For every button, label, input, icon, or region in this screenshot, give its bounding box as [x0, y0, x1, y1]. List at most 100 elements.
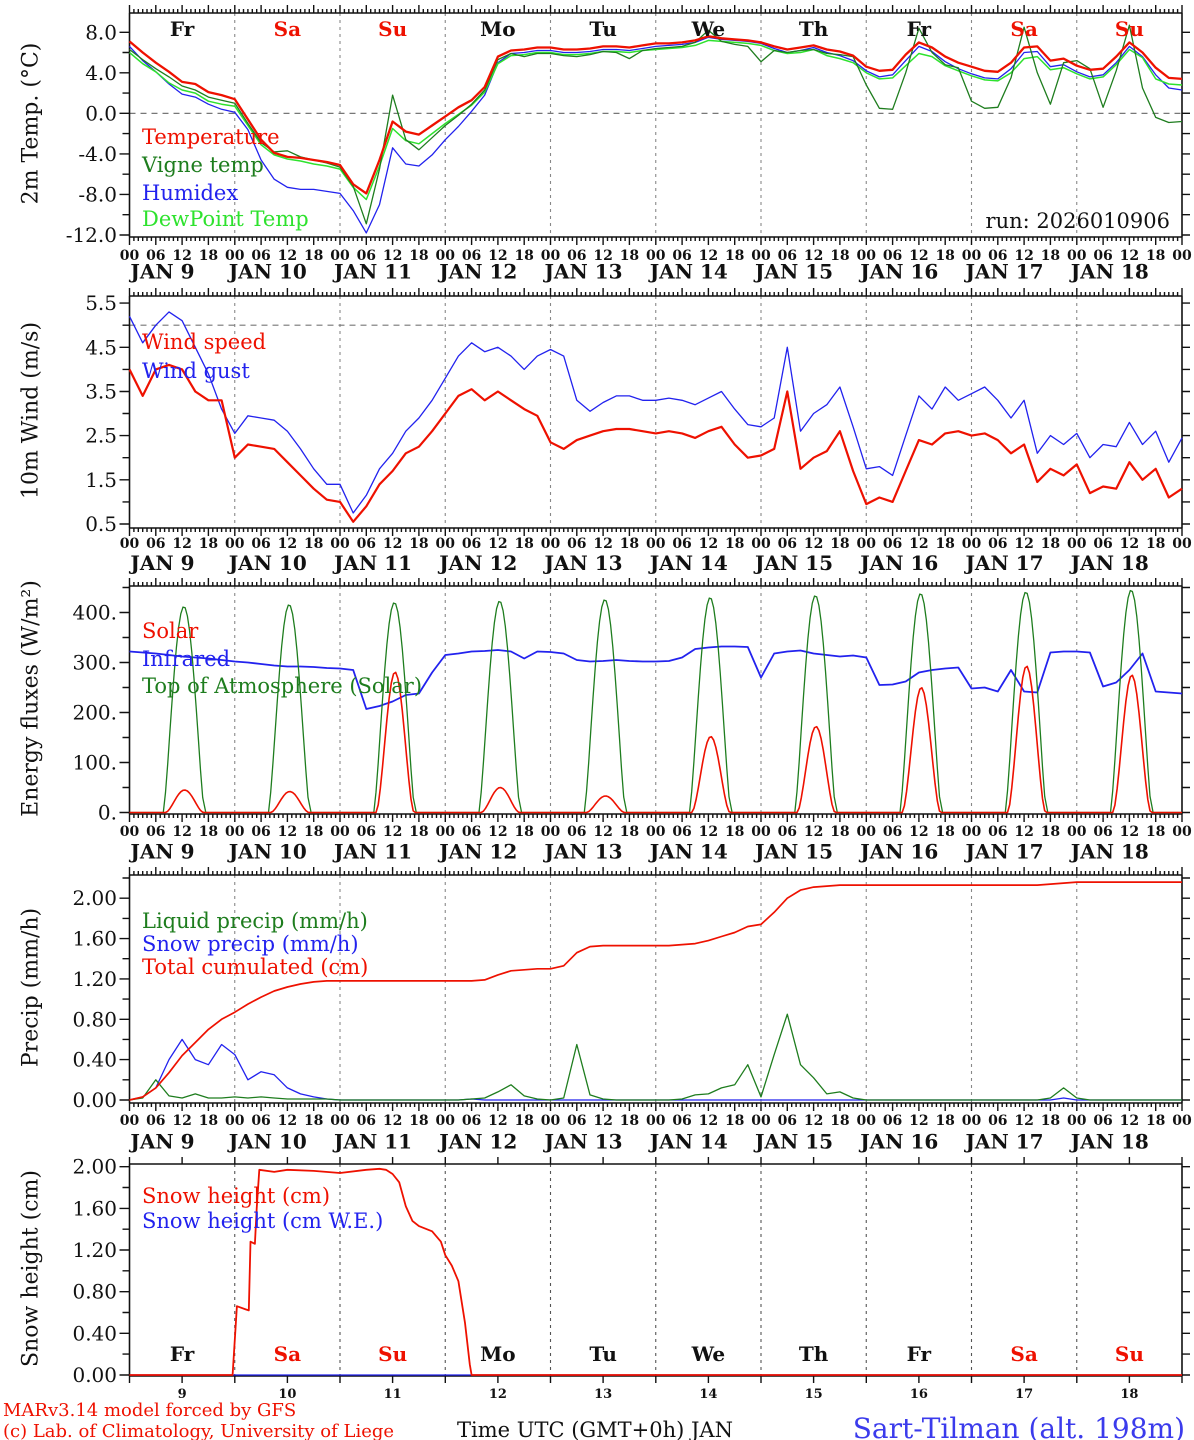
hour-label: 18	[1146, 248, 1165, 264]
hour-label: 06	[462, 536, 481, 552]
hour-label: 00	[225, 1113, 245, 1129]
hour-label: 12	[909, 248, 928, 264]
hour-label: 06	[883, 248, 902, 264]
hour-label: 18	[1146, 824, 1165, 840]
date-label: JAN 17	[963, 551, 1043, 575]
hour-label: 00	[541, 824, 561, 840]
hour-label: 18	[830, 1113, 849, 1129]
panel-0: 8.0 4.0 0.0 -4.0 -8.0 -12.0 Fr Sa Su Mo Tu We Th Fr Sa…	[66, 5, 1192, 284]
hour-label: 00	[330, 1113, 350, 1129]
hour-label: 12	[699, 536, 718, 552]
hour-label: 00	[962, 536, 982, 552]
hour-label: 06	[567, 1113, 586, 1129]
hour-label: 00	[962, 248, 982, 264]
date-label: JAN 18	[1069, 260, 1149, 284]
day-number-label: 16	[910, 1387, 928, 1402]
legend-snow-height-we: Snow height (cm W.E.)	[142, 1209, 384, 1233]
hour-label: 00	[436, 824, 456, 840]
date-label: JAN 14	[648, 551, 728, 575]
hour-label: 06	[988, 248, 1007, 264]
hour-label: 00	[1067, 248, 1087, 264]
legend-liquid-precip: Liquid precip (mm/h)	[142, 909, 368, 933]
hour-label: 06	[146, 536, 165, 552]
hour-label: 12	[699, 1113, 718, 1129]
day-label-Su: Su	[378, 17, 407, 41]
day-label-Sa: Sa	[274, 17, 301, 41]
hour-label: 00	[857, 536, 877, 552]
series-snow_height	[129, 1167, 1182, 1376]
hour-label: 12	[278, 248, 297, 264]
hour-label: 12	[593, 536, 612, 552]
date-label: JAN 15	[753, 1130, 833, 1154]
legend-snow-height: Snow height (cm)	[142, 1184, 331, 1208]
hour-label: 12	[383, 1113, 402, 1129]
date-label: JAN 9	[128, 551, 194, 575]
hour-label: 00	[1172, 248, 1192, 264]
hour-label: 12	[172, 1113, 191, 1129]
footer-lab-credit: (c) Lab. of Climatology, University of L…	[3, 1421, 395, 1440]
hour-label: 00	[1172, 824, 1192, 840]
ytick-label: 0.00	[72, 1363, 117, 1387]
hour-label: 06	[1093, 824, 1112, 840]
hour-label: 12	[699, 248, 718, 264]
hour-label: 00	[962, 1113, 982, 1129]
date-label: JAN 14	[648, 260, 728, 284]
hour-label: 12	[909, 536, 928, 552]
hour-label: 12	[804, 1113, 823, 1129]
hour-label: 18	[409, 248, 428, 264]
date-label: JAN 13	[542, 551, 622, 575]
legend-vigne-temp: Vigne temp	[142, 153, 264, 177]
hour-label: 18	[304, 248, 323, 264]
date-label: JAN 15	[753, 551, 833, 575]
hour-label: 00	[1172, 536, 1192, 552]
day-label-Sa: Sa	[274, 1342, 301, 1366]
hour-label: 00	[962, 824, 982, 840]
ytick-label: 5.5	[85, 291, 117, 315]
ytick-label: 1.60	[72, 927, 117, 951]
hour-label: 06	[1093, 248, 1112, 264]
date-label: JAN 11	[332, 551, 412, 575]
hour-label: 06	[672, 248, 691, 264]
hour-label: 18	[725, 1113, 744, 1129]
legend-humidex: Humidex	[142, 181, 239, 205]
hour-label: 12	[383, 248, 402, 264]
date-label: JAN 17	[963, 1130, 1043, 1154]
hour-label: 12	[172, 248, 191, 264]
ytick-label: 0.5	[85, 512, 117, 536]
hour-label: 12	[172, 824, 191, 840]
date-label: JAN 13	[542, 260, 622, 284]
day-label-Tu: Tu	[589, 17, 617, 41]
hour-label: 06	[462, 248, 481, 264]
hour-label: 12	[1014, 536, 1033, 552]
hour-label: 12	[1014, 824, 1033, 840]
hour-label: 00	[120, 536, 140, 552]
hour-label: 18	[935, 1113, 954, 1129]
date-label: JAN 10	[227, 260, 307, 284]
hour-label: 12	[699, 824, 718, 840]
hour-label: 00	[225, 248, 245, 264]
day-number-label: 18	[1120, 1387, 1138, 1402]
date-label: JAN 9	[128, 840, 194, 864]
day-label-Fr: Fr	[170, 1342, 195, 1366]
hour-label: 12	[1120, 536, 1139, 552]
hour-label: 00	[646, 824, 666, 840]
day-number-label: 13	[594, 1387, 612, 1402]
hour-label: 12	[1120, 1113, 1139, 1129]
day-label-Mo: Mo	[480, 17, 515, 41]
ytick-label: 2.00	[72, 1155, 117, 1179]
hour-label: 00	[436, 248, 456, 264]
day-label-Su: Su	[1115, 1342, 1144, 1366]
hour-label: 18	[725, 536, 744, 552]
hour-label: 18	[620, 536, 639, 552]
panel-1: 5.54.53.52.51.50.500 06 12 18 00 06 12 18 00 06 12…	[85, 288, 1192, 575]
hour-label: 06	[357, 1113, 376, 1129]
ytick-label: 0.80	[72, 1280, 117, 1304]
hour-label: 12	[278, 536, 297, 552]
hour-label: 18	[514, 1113, 533, 1129]
hour-label: 00	[646, 1113, 666, 1129]
hour-label: 00	[541, 1113, 561, 1129]
hour-label: 18	[620, 1113, 639, 1129]
legend-wind-gust: Wind gust	[142, 359, 250, 383]
date-label: JAN 13	[542, 1130, 622, 1154]
